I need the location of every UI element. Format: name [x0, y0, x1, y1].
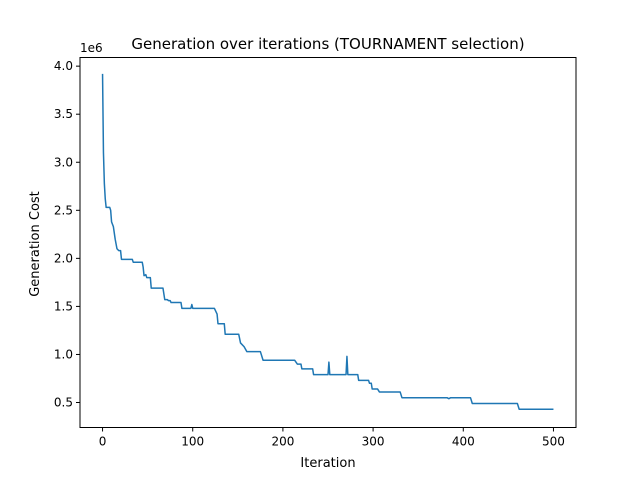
y-axis-label: Generation Cost — [28, 191, 43, 297]
x-tick-label: 500 — [542, 435, 565, 449]
y-tick-label: 2.0 — [54, 251, 73, 265]
y-tick-label: 3.5 — [54, 107, 73, 121]
x-tick-label: 300 — [362, 435, 385, 449]
y-tick-label: 2.5 — [54, 203, 73, 217]
x-axis-label: Iteration — [300, 456, 355, 471]
plot-frame — [79, 57, 577, 428]
x-tick-label: 400 — [452, 435, 475, 449]
x-tick-label: 200 — [271, 435, 294, 449]
plot-area — [101, 73, 554, 410]
y-tick-label: 3.0 — [54, 155, 73, 169]
y-tick-label: 4.0 — [54, 59, 73, 73]
y-tick-label: 0.5 — [54, 396, 73, 410]
axis-ticks: 0 100 200 300 400 500 0.5 1.0 1.5 2.0 2.5 3.0 3.5 4.0 — [54, 59, 565, 448]
x-tick-label: 100 — [181, 435, 204, 449]
y-axis-multiplier: 1e6 — [80, 41, 103, 55]
y-tick-label: 1.5 — [54, 299, 73, 313]
x-tick-label: 0 — [99, 435, 107, 449]
chart-title: Generation over iterations (TOURNAMENT s… — [131, 35, 524, 53]
y-tick-label: 1.0 — [54, 347, 73, 361]
series-line-0 — [101, 73, 554, 410]
